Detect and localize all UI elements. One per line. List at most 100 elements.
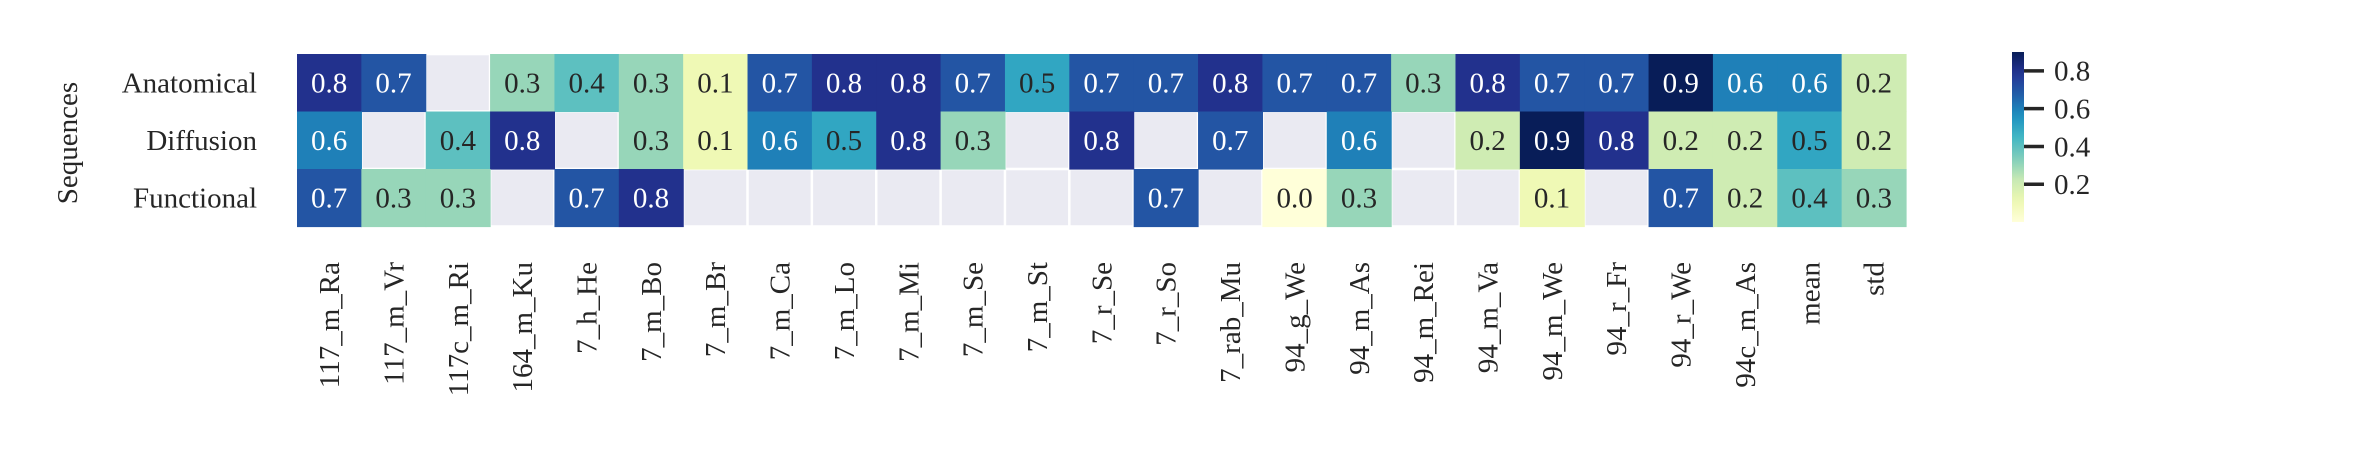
heatmap-cells <box>295 52 1908 228</box>
heatmap-cell <box>747 111 813 170</box>
cell-value-label: 0.2 <box>1663 125 1699 157</box>
heatmap-cell <box>1004 54 1070 113</box>
heatmap-cell <box>1519 169 1585 228</box>
column-label: 117_m_Ra <box>314 262 346 388</box>
column-labels: 117_m_Ra 117_m_Vr 117c_m_Ri 164_m_Ku 7_h_He 7… <box>314 262 1891 397</box>
cell-value-label: 0.7 <box>1598 68 1634 100</box>
heatmap-cell <box>297 169 362 228</box>
heatmap-cell <box>747 54 813 113</box>
heatmap-cell <box>1584 111 1650 170</box>
cell-value-label: 0.0 <box>1276 183 1312 215</box>
row-label: Diffusion <box>146 125 257 157</box>
cell-value-label: 0.1 <box>697 125 733 157</box>
cell-value-label: 0.4 <box>568 68 605 100</box>
cell-value-label: 0.3 <box>1856 183 1892 215</box>
cell-value-label: 0.7 <box>375 68 411 100</box>
row-labels: Anatomical Diffusion Functional <box>122 68 258 215</box>
cell-value-label: 0.3 <box>633 125 669 157</box>
cell-value-label: 0.9 <box>1534 125 1570 157</box>
cell-value-label: 0.8 <box>1598 125 1634 157</box>
heatmap-cell <box>1584 54 1650 113</box>
cell-value-label: 0.3 <box>375 183 411 215</box>
heatmap-cell <box>297 111 362 170</box>
column-label: 94_m_As <box>1344 262 1376 375</box>
heatmap-cell <box>1712 111 1778 170</box>
heatmap-cell <box>1777 54 1843 113</box>
heatmap-cell <box>1648 169 1714 228</box>
heatmap-cell <box>1519 111 1585 170</box>
heatmap-cell <box>425 169 491 228</box>
heatmap-cell <box>876 111 942 170</box>
column-label: 94c_m_As <box>1730 262 1762 388</box>
column-label: 7_m_Br <box>700 262 732 357</box>
heatmap-cell <box>811 111 877 170</box>
heatmap-cell <box>618 54 684 113</box>
cell-value-label: 0.7 <box>1083 68 1119 100</box>
cell-value-label: 0.2 <box>1470 125 1506 157</box>
cell-value-labels: 0.8 0.7 0.3 0.4 0.3 0.1 0.7 0.8 0.8 0.7 0.5 0.7 0.7 0… <box>311 68 1892 215</box>
heatmap-cell <box>876 54 942 113</box>
cell-value-label: 0.8 <box>1083 125 1119 157</box>
column-label: std <box>1859 262 1891 296</box>
column-label: 7_m_Lo <box>829 262 861 360</box>
column-label: 7_h_He <box>571 262 603 354</box>
cell-value-label: 0.3 <box>504 68 540 100</box>
cell-value-label: 0.6 <box>1341 125 1377 157</box>
cell-value-label: 0.8 <box>890 68 926 100</box>
heatmap-cell <box>1777 111 1843 170</box>
column-label: 117c_m_Ri <box>443 262 475 396</box>
column-label: 7_m_Se <box>958 262 990 357</box>
row-label: Functional <box>133 183 257 215</box>
cell-value-label: 0.3 <box>955 125 991 157</box>
column-label: 94_m_We <box>1537 262 1569 380</box>
cell-value-label: 0.8 <box>1470 68 1506 100</box>
cell-value-label: 0.1 <box>697 68 733 100</box>
heatmap-cell <box>1455 111 1521 170</box>
cell-value-label: 0.7 <box>1148 183 1184 215</box>
cell-value-label: 0.1 <box>1534 183 1570 215</box>
heatmap-cell <box>1198 54 1263 113</box>
cell-value-label: 0.7 <box>311 183 347 215</box>
heatmap-cell <box>1262 54 1328 113</box>
column-label: 117_m_Vr <box>378 262 410 385</box>
cell-value-label: 0.3 <box>633 68 669 100</box>
heatmap-cell <box>1069 54 1135 113</box>
colorbar-tick-label: 0.6 <box>2054 94 2090 126</box>
heatmap-cell <box>490 111 556 170</box>
cell-value-label: 0.6 <box>1791 68 1827 100</box>
cell-value-label: 0.7 <box>1663 183 1699 215</box>
heatmap-cell <box>1777 169 1843 228</box>
cell-value-label: 0.2 <box>1856 68 1892 100</box>
colorbar-tick-label: 0.8 <box>2054 56 2090 88</box>
cell-value-label: 0.8 <box>633 183 669 215</box>
heatmap-cell <box>1455 54 1521 113</box>
cell-value-label: 0.8 <box>826 68 862 100</box>
cell-value-label: 0.5 <box>1791 125 1827 157</box>
heatmap-cell <box>1133 169 1199 228</box>
cell-value-label: 0.2 <box>1727 125 1763 157</box>
colorbar-tick-label: 0.4 <box>2054 131 2091 163</box>
cell-value-label: 0.8 <box>1212 68 1248 100</box>
heatmap-cell <box>1391 54 1457 113</box>
cell-value-label: 0.6 <box>1727 68 1763 100</box>
cell-value-label: 0.5 <box>1019 68 1055 100</box>
heatmap-cell <box>1326 111 1392 170</box>
heatmap-cell <box>297 54 362 113</box>
heatmap-cell <box>1712 54 1778 113</box>
heatmap-cell <box>361 54 427 113</box>
cell-value-label: 0.2 <box>1856 125 1892 157</box>
cell-value-label: 0.7 <box>1341 68 1377 100</box>
heatmap-cell <box>618 111 684 170</box>
heatmap-cell <box>1069 111 1135 170</box>
cell-value-label: 0.8 <box>311 68 347 100</box>
cell-value-label: 0.4 <box>440 125 477 157</box>
heatmap-cell <box>490 54 556 113</box>
cell-value-label: 0.3 <box>1405 68 1441 100</box>
heatmap-cell <box>425 111 491 170</box>
heatmap-cell <box>1326 54 1392 113</box>
column-label: 7_m_St <box>1022 262 1054 352</box>
column-label: mean <box>1794 262 1826 325</box>
column-label: 7_r_Se <box>1086 262 1118 344</box>
heatmap-cell <box>1648 54 1714 113</box>
